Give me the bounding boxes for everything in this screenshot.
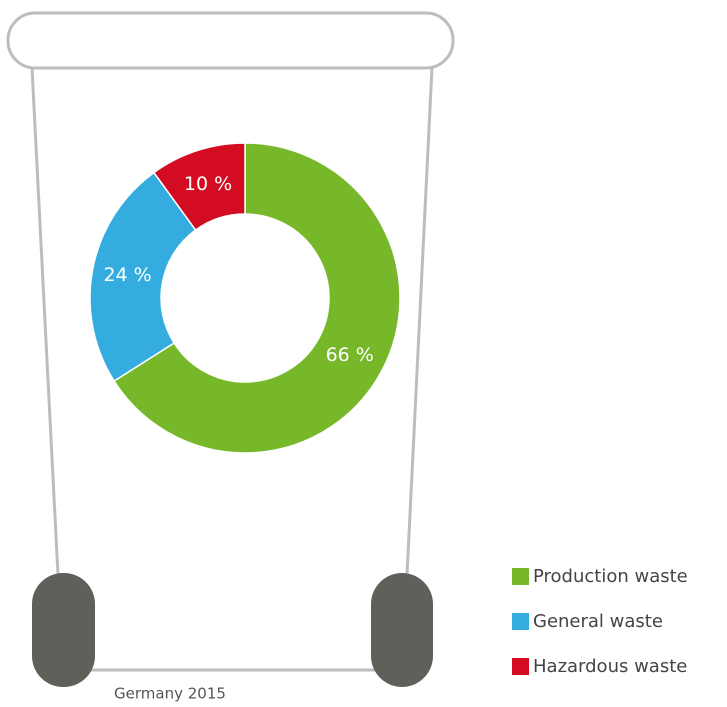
bin-lid <box>6 11 455 70</box>
bin-wheel <box>32 573 95 687</box>
data-label: 24 % <box>103 264 151 286</box>
donut-slice <box>89 171 197 383</box>
legend-label: General waste <box>533 611 663 632</box>
data-label: 10 % <box>184 173 232 195</box>
bin-wheel <box>371 573 433 687</box>
subtitle: Germany 2015 <box>114 685 226 703</box>
bin <box>6 11 455 687</box>
legend-label: Hazardous waste <box>533 656 687 677</box>
data-label: 66 % <box>326 344 374 366</box>
bin-side <box>405 67 434 576</box>
donut-slice <box>152 142 246 232</box>
legend-swatch <box>512 613 529 630</box>
legend-swatch <box>512 658 529 675</box>
legend-swatch <box>512 568 529 585</box>
donut-slice <box>113 142 401 454</box>
legend-label: Production waste <box>533 566 688 587</box>
bin-side <box>30 67 60 576</box>
